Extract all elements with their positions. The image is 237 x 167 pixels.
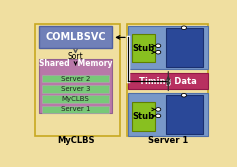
Bar [132,102,155,131]
Text: Server 2: Server 2 [61,76,90,82]
Bar [127,24,208,136]
Circle shape [181,26,187,30]
Bar [39,59,112,113]
Circle shape [156,44,161,48]
Bar [166,28,203,67]
Bar [42,96,109,103]
Bar [128,93,208,136]
Bar [42,75,109,82]
Bar [42,85,109,93]
Text: Sort: Sort [68,52,83,61]
Text: Server 3: Server 3 [61,86,90,92]
Bar [39,26,112,48]
Text: Shared   Memory: Shared Memory [39,59,112,68]
Text: Stub: Stub [132,44,155,53]
Circle shape [156,50,161,54]
Text: MyCLBS: MyCLBS [62,96,89,102]
Circle shape [156,108,161,111]
Circle shape [181,94,187,97]
Bar [128,73,208,90]
Circle shape [156,114,161,118]
Text: Server 1: Server 1 [148,136,188,145]
Text: MyCLBS: MyCLBS [57,136,94,145]
Text: Timing Data: Timing Data [139,77,197,86]
Bar [132,34,155,62]
Text: Server 1: Server 1 [61,107,90,112]
Bar [35,24,120,136]
Text: Stub: Stub [132,112,155,121]
Bar [128,26,208,69]
Text: COMLBSVC: COMLBSVC [45,32,106,42]
Bar [42,106,109,113]
Bar [166,95,203,134]
